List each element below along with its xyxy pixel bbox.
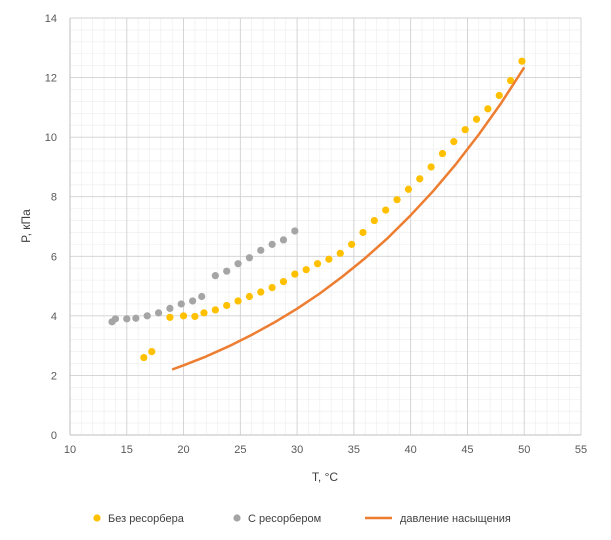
x-axis-title: T, °C xyxy=(312,470,338,484)
chart-grid xyxy=(69,17,582,436)
series-0-point xyxy=(404,185,412,193)
series-0-point xyxy=(393,196,401,204)
series-1-point xyxy=(132,314,140,322)
series-0-point xyxy=(495,91,503,100)
tick-labels: 10 15 20 25 30 35 40 45 50 55 0 2 4 6 8 10 12 14 xyxy=(45,13,587,456)
series-0-point xyxy=(279,278,288,286)
y-tick-label: 14 xyxy=(45,13,57,25)
series-0-point xyxy=(166,313,174,321)
series-1-point xyxy=(291,227,299,235)
x-tick-label: 50 xyxy=(518,444,530,456)
series-1-point xyxy=(123,315,131,323)
x-tick-label: 40 xyxy=(405,444,417,456)
x-tick-label: 55 xyxy=(575,444,587,456)
series-0-point xyxy=(191,312,199,321)
series-1-point xyxy=(166,304,174,313)
series-0-point xyxy=(506,76,515,85)
series-0-point xyxy=(518,57,526,65)
y-tick-label: 6 xyxy=(51,251,57,263)
y-tick-label: 2 xyxy=(51,370,57,382)
series-0-point xyxy=(302,266,310,274)
series-1-point xyxy=(177,300,185,308)
x-tick-label: 35 xyxy=(348,444,360,456)
x-tick-label: 30 xyxy=(291,444,303,456)
series-0-point xyxy=(223,301,231,310)
x-tick-label: 10 xyxy=(64,444,76,456)
series-0-point xyxy=(268,283,276,292)
series-1-point xyxy=(211,272,219,280)
series-1-point xyxy=(223,267,231,275)
series-0-point xyxy=(179,312,188,320)
legend-label-0: Без ресорбера xyxy=(108,513,185,525)
series-1-point xyxy=(111,315,120,323)
series-1-point xyxy=(245,254,254,262)
series-1-point xyxy=(234,260,242,268)
series-0-point xyxy=(484,105,492,113)
series-0-point xyxy=(211,306,219,314)
series-0-point xyxy=(450,138,458,146)
x-tick-label: 20 xyxy=(177,444,189,456)
series-0-point xyxy=(359,228,367,237)
series-1-point xyxy=(257,246,265,254)
series-0-point xyxy=(348,240,356,248)
y-tick-label: 10 xyxy=(45,132,57,144)
y-tick-label: 0 xyxy=(51,430,57,442)
series-0-point xyxy=(257,288,265,296)
series-0-point xyxy=(200,309,208,317)
series-0-point xyxy=(472,115,481,123)
series-0-point xyxy=(427,163,435,171)
series-0-point xyxy=(325,255,333,263)
series-0-point xyxy=(438,149,447,158)
legend-label-1: С ресорбером xyxy=(248,513,321,525)
legend-label-2: давление насыщения xyxy=(400,513,511,525)
y-tick-label: 8 xyxy=(51,192,57,204)
series-0-point xyxy=(245,292,254,301)
series-0-point xyxy=(370,216,378,225)
x-tick-label: 15 xyxy=(121,444,133,456)
series-0-point xyxy=(291,270,299,278)
series-1-point xyxy=(154,309,163,317)
legend: Без ресорбера С ресорбером давление насыще… xyxy=(93,513,511,525)
series-0-point xyxy=(416,175,424,183)
series-1-point xyxy=(143,312,151,320)
series-0-point xyxy=(148,348,156,356)
legend-swatch-1 xyxy=(233,514,241,522)
y-axis-title: P, кПа xyxy=(19,209,33,243)
y-tick-label: 12 xyxy=(45,73,57,85)
series-0-point xyxy=(140,353,148,362)
series-1-point xyxy=(268,240,276,248)
legend-swatch-0 xyxy=(93,514,101,522)
series-1-point xyxy=(279,236,288,244)
series-0-point xyxy=(313,260,322,268)
series-0-point xyxy=(382,206,390,214)
series-1-point xyxy=(189,297,197,305)
y-tick-label: 4 xyxy=(51,311,57,323)
x-tick-label: 25 xyxy=(234,444,246,456)
series-0-point xyxy=(336,249,344,257)
series-1-point xyxy=(198,292,206,301)
series-2-line xyxy=(171,66,526,371)
series-0-point xyxy=(461,126,469,134)
series-0-point xyxy=(234,297,242,305)
chart-axes xyxy=(69,18,581,436)
plot-area xyxy=(108,57,526,371)
x-tick-label: 45 xyxy=(461,444,473,456)
